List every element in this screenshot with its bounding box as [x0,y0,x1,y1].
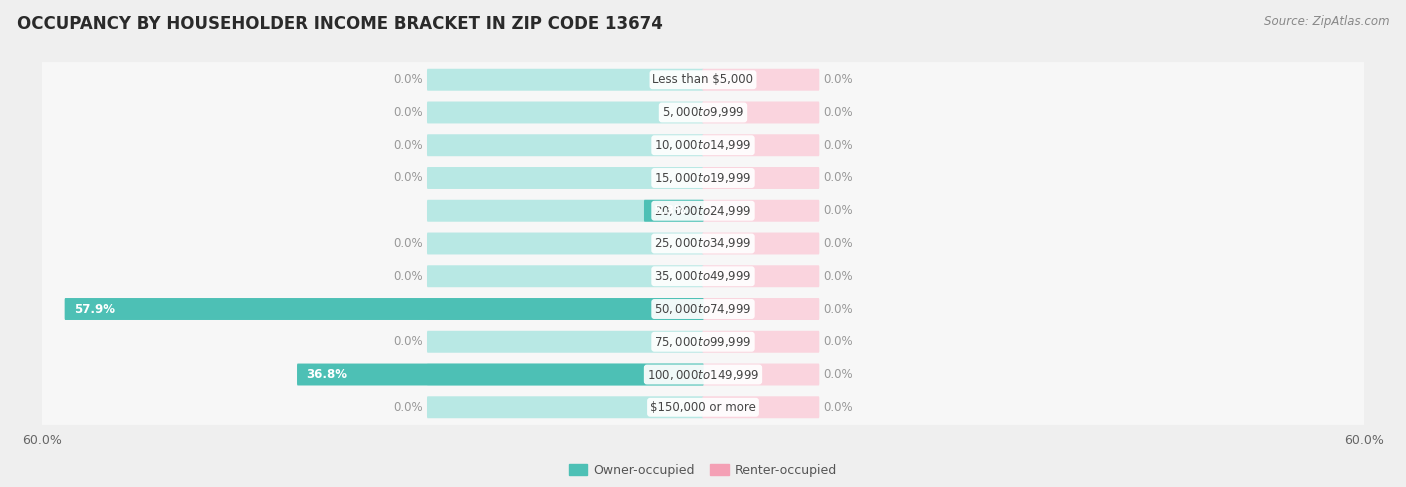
Text: OCCUPANCY BY HOUSEHOLDER INCOME BRACKET IN ZIP CODE 13674: OCCUPANCY BY HOUSEHOLDER INCOME BRACKET … [17,15,662,33]
FancyBboxPatch shape [297,363,703,386]
FancyBboxPatch shape [37,259,1369,294]
Text: 57.9%: 57.9% [75,302,115,316]
FancyBboxPatch shape [37,291,1369,327]
Text: Less than $5,000: Less than $5,000 [652,73,754,86]
Text: 36.8%: 36.8% [307,368,347,381]
Text: $15,000 to $19,999: $15,000 to $19,999 [654,171,752,185]
Text: 0.0%: 0.0% [823,270,852,283]
Text: 0.0%: 0.0% [394,73,423,86]
FancyBboxPatch shape [427,134,703,156]
Text: 0.0%: 0.0% [823,171,852,185]
FancyBboxPatch shape [427,101,703,124]
FancyBboxPatch shape [427,232,703,255]
FancyBboxPatch shape [703,363,820,386]
FancyBboxPatch shape [644,200,703,222]
Text: 0.0%: 0.0% [394,106,423,119]
FancyBboxPatch shape [37,128,1369,163]
Text: 0.0%: 0.0% [823,302,852,316]
Text: 0.0%: 0.0% [823,335,852,348]
FancyBboxPatch shape [703,232,820,255]
FancyBboxPatch shape [37,357,1369,392]
Text: 0.0%: 0.0% [823,204,852,217]
Text: 0.0%: 0.0% [394,237,423,250]
Text: $50,000 to $74,999: $50,000 to $74,999 [654,302,752,316]
FancyBboxPatch shape [427,200,703,222]
FancyBboxPatch shape [65,298,703,320]
FancyBboxPatch shape [703,298,820,320]
FancyBboxPatch shape [37,160,1369,196]
Text: Source: ZipAtlas.com: Source: ZipAtlas.com [1264,15,1389,28]
FancyBboxPatch shape [427,396,703,418]
FancyBboxPatch shape [427,331,703,353]
FancyBboxPatch shape [703,331,820,353]
Text: 0.0%: 0.0% [823,73,852,86]
FancyBboxPatch shape [427,69,703,91]
FancyBboxPatch shape [703,167,820,189]
FancyBboxPatch shape [703,69,820,91]
Text: 0.0%: 0.0% [823,401,852,414]
FancyBboxPatch shape [703,101,820,124]
Text: $25,000 to $34,999: $25,000 to $34,999 [654,237,752,250]
Text: $5,000 to $9,999: $5,000 to $9,999 [662,106,744,119]
Text: $35,000 to $49,999: $35,000 to $49,999 [654,269,752,283]
Text: $75,000 to $99,999: $75,000 to $99,999 [654,335,752,349]
Text: 0.0%: 0.0% [823,368,852,381]
FancyBboxPatch shape [427,167,703,189]
FancyBboxPatch shape [703,200,820,222]
FancyBboxPatch shape [37,193,1369,228]
Text: 0.0%: 0.0% [394,171,423,185]
FancyBboxPatch shape [37,226,1369,261]
Legend: Owner-occupied, Renter-occupied: Owner-occupied, Renter-occupied [564,459,842,482]
FancyBboxPatch shape [703,265,820,287]
FancyBboxPatch shape [427,265,703,287]
FancyBboxPatch shape [427,298,703,320]
FancyBboxPatch shape [37,95,1369,130]
FancyBboxPatch shape [703,396,820,418]
Text: 5.3%: 5.3% [654,204,686,217]
FancyBboxPatch shape [37,390,1369,425]
FancyBboxPatch shape [427,363,703,386]
Text: 0.0%: 0.0% [394,401,423,414]
Text: $100,000 to $149,999: $100,000 to $149,999 [647,368,759,381]
Text: 0.0%: 0.0% [823,237,852,250]
Text: $20,000 to $24,999: $20,000 to $24,999 [654,204,752,218]
FancyBboxPatch shape [703,134,820,156]
FancyBboxPatch shape [37,62,1369,97]
Text: 0.0%: 0.0% [823,139,852,152]
Text: 0.0%: 0.0% [394,270,423,283]
Text: $10,000 to $14,999: $10,000 to $14,999 [654,138,752,152]
Text: 0.0%: 0.0% [823,106,852,119]
FancyBboxPatch shape [37,324,1369,359]
Text: 0.0%: 0.0% [394,139,423,152]
Text: $150,000 or more: $150,000 or more [650,401,756,414]
Text: 0.0%: 0.0% [394,335,423,348]
